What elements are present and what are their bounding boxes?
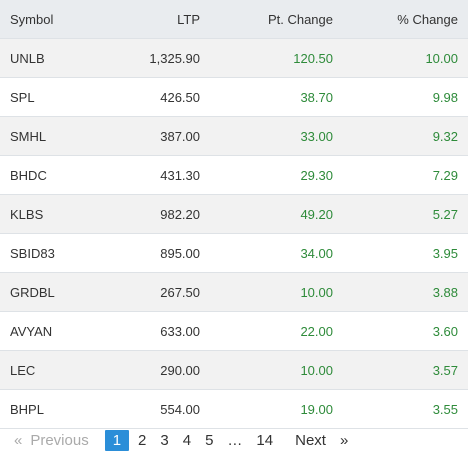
table-row: SBID83 895.00 34.00 3.95: [0, 233, 468, 273]
table-cell: 10.00: [343, 38, 468, 78]
table-cell: 22.00: [210, 311, 343, 351]
pagination: « Previous 1 2 3 4 5 … 14 Next »: [10, 429, 355, 451]
table-row: LEC 290.00 10.00 3.57: [0, 350, 468, 390]
table-cell: 38.70: [210, 77, 343, 117]
table-cell: 3.55: [343, 389, 468, 429]
table-cell: 895.00: [110, 233, 210, 273]
column-header[interactable]: Symbol: [0, 0, 110, 39]
page-link[interactable]: 4: [182, 431, 192, 449]
table-cell: 34.00: [210, 233, 343, 273]
table-cell: 387.00: [110, 116, 210, 156]
first-page: «: [14, 431, 23, 449]
table-cell: 5.27: [343, 194, 468, 234]
table-row: BHPL 554.00 19.00 3.55: [0, 389, 468, 429]
table-cell: 19.00: [210, 389, 343, 429]
column-header[interactable]: Pt. Change: [210, 0, 343, 39]
table-cell: 290.00: [110, 350, 210, 390]
table-cell: 7.29: [343, 155, 468, 195]
header-row: Symbol LTP Pt. Change% Change: [0, 0, 468, 39]
table-cell: 554.00: [110, 389, 210, 429]
table-cell[interactable]: BHDC: [0, 155, 110, 195]
table-cell: 3.57: [343, 350, 468, 390]
page-link[interactable]: …: [227, 431, 243, 449]
table-cell[interactable]: KLBS: [0, 194, 110, 234]
table-cell: 33.00: [210, 116, 343, 156]
table-cell: 426.50: [110, 77, 210, 117]
table-cell[interactable]: SMHL: [0, 116, 110, 156]
table-cell: 3.88: [343, 272, 468, 312]
table-row: KLBS 982.20 49.20 5.27: [0, 194, 468, 234]
table-row: SPL 426.50 38.70 9.98: [0, 77, 468, 117]
table-cell[interactable]: SBID83: [0, 233, 110, 273]
table-cell: 431.30: [110, 155, 210, 195]
table-cell: 3.95: [343, 233, 468, 273]
table-row: AVYAN 633.00 22.00 3.60: [0, 311, 468, 351]
table-cell: 49.20: [210, 194, 343, 234]
column-header[interactable]: LTP: [110, 0, 210, 39]
table-cell[interactable]: AVYAN: [0, 311, 110, 351]
table-cell[interactable]: BHPL: [0, 389, 110, 429]
table-cell: 9.32: [343, 116, 468, 156]
page-link[interactable]: 5: [205, 431, 214, 449]
table-cell[interactable]: LEC: [0, 350, 110, 390]
table-cell: 982.20: [110, 194, 210, 234]
table-cell: 10.00: [210, 272, 343, 312]
table-cell: 29.30: [210, 155, 343, 195]
next-page[interactable]: Next: [295, 431, 326, 449]
page-link[interactable]: 2: [138, 431, 147, 449]
table-cell[interactable]: SPL: [0, 77, 110, 117]
table-cell: 1,325.90: [110, 38, 210, 78]
previous-page: Previous: [30, 431, 89, 449]
quotes-table: Symbol LTP Pt. Change% Change UNLB 1,325.90…: [0, 0, 468, 429]
table-cell[interactable]: GRDBL: [0, 272, 110, 312]
table-cell: 633.00: [110, 311, 210, 351]
table-cell: 120.50: [210, 38, 343, 78]
table-cell: 10.00: [210, 350, 343, 390]
column-header[interactable]: % Change: [343, 0, 468, 39]
table-row: GRDBL 267.50 10.00 3.88: [0, 272, 468, 312]
last-page[interactable]: »: [339, 431, 349, 449]
table-row: BHDC 431.30 29.30 7.29: [0, 155, 468, 195]
table-row: SMHL 387.00 33.00 9.32: [0, 116, 468, 156]
table-cell: 267.50: [110, 272, 210, 312]
table-cell: 3.60: [343, 311, 468, 351]
table-row: UNLB 1,325.90 120.50 10.00: [0, 38, 468, 78]
page-link[interactable]: 14: [256, 431, 274, 449]
quotes-panel: Symbol LTP Pt. Change% Change UNLB 1,325.90…: [0, 0, 468, 429]
page-link[interactable]: 3: [160, 431, 169, 449]
table-cell: 9.98: [343, 77, 468, 117]
table-head: Symbol LTP Pt. Change% Change: [0, 0, 468, 39]
page-link[interactable]: 1: [104, 429, 130, 451]
table-body: UNLB 1,325.90 120.50 10.00 SPL 426.50 38.70 9.9…: [0, 38, 468, 429]
table-cell[interactable]: UNLB: [0, 38, 110, 78]
